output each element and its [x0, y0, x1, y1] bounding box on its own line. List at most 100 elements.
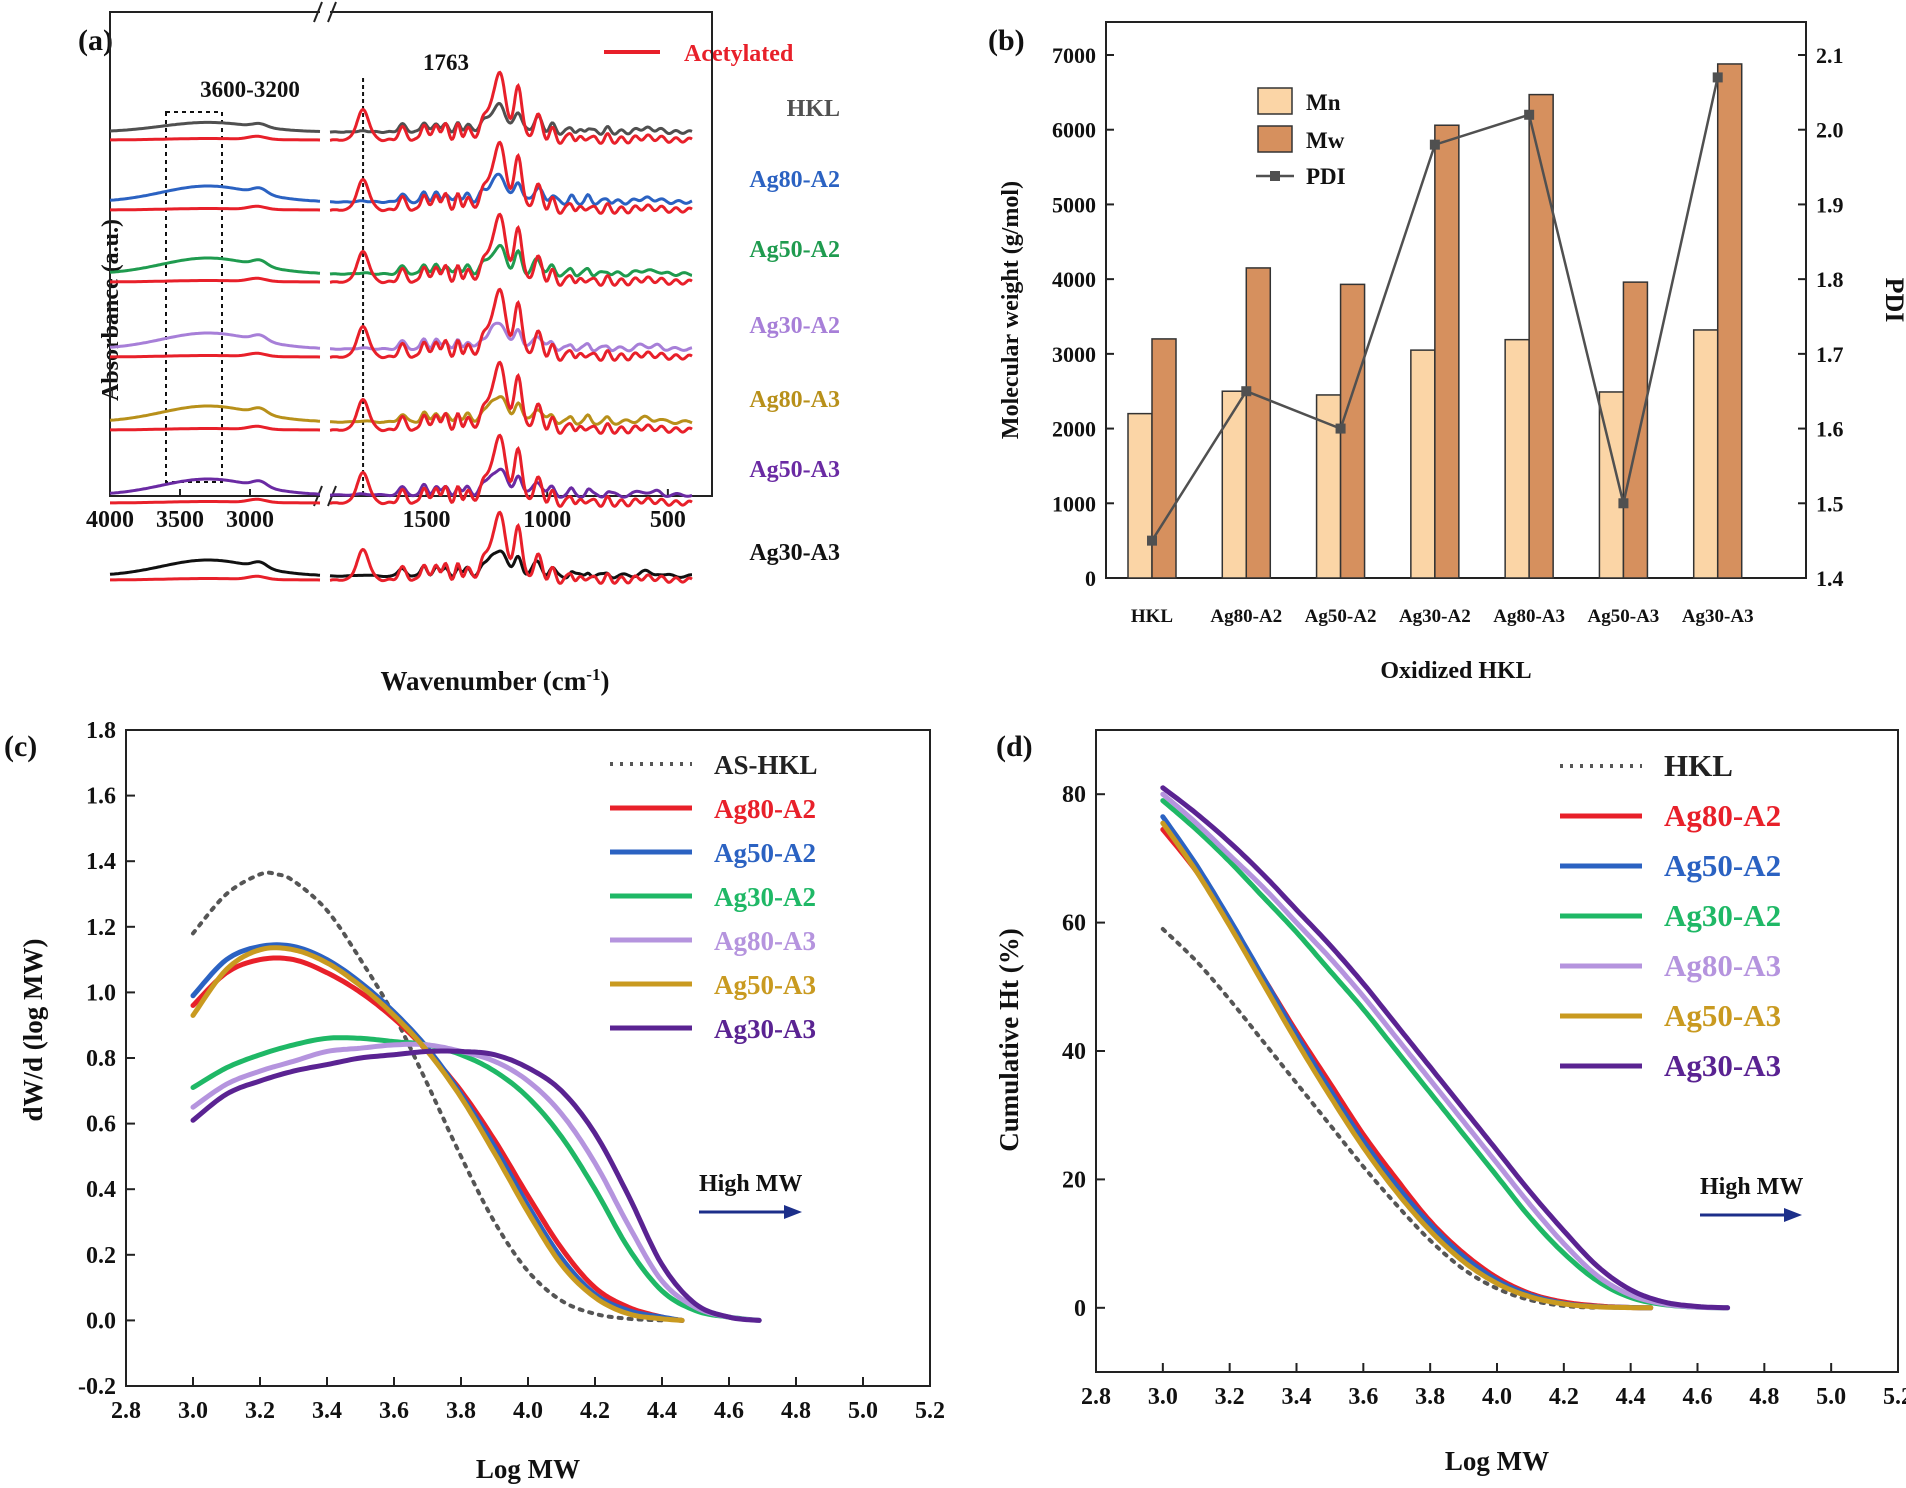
bar-mw-ag80-a2 [1245, 267, 1272, 579]
y-tick-label: 6000 [1052, 118, 1096, 143]
spectrum-ag50-a2 [329, 243, 693, 278]
series-line-ag80-a2 [190, 955, 685, 1323]
x-tick-label: 4.4 [647, 1398, 677, 1424]
y-tick-label: 1.0 [86, 980, 116, 1006]
panel-c-mw-distribution: (c) High MW 2.8 3.0 3.2 3.4 3.6 3.8 4.0 4.2 4.4 4… [4, 718, 945, 1484]
y-right-tick-label: 1.6 [1816, 417, 1844, 442]
y-tick-label: 7000 [1052, 43, 1096, 68]
panel-c-arrow-head-icon [784, 1205, 802, 1219]
panel-a-box-label: 3600-3200 [200, 77, 300, 102]
panel-c-ylabel: dW/d (log MW) [18, 938, 48, 1121]
x-tick-label-ag30-a2: Ag30-A2 [1399, 606, 1471, 627]
x-tick-label: 3.8 [1415, 1384, 1445, 1410]
x-tick-label: 3000 [226, 507, 274, 533]
acetylated-oh-ag50-a3 [110, 497, 321, 505]
x-tick-label-ag80-a3: Ag80-A3 [1493, 606, 1565, 627]
legend-pdi-marker [1270, 171, 1280, 181]
x-tick-label: 4.2 [1549, 1384, 1579, 1410]
x-tick-label-hkl: HKL [1131, 606, 1173, 627]
acetylated-oh-ag80-a3 [110, 424, 321, 432]
series-line-ag50-a3 [1160, 820, 1654, 1311]
series-label-ag30-a2: Ag30-A2 [749, 313, 840, 339]
spectrum-ag30-a3 [329, 549, 692, 580]
legend-acetylated-label: Acetylated [684, 41, 794, 67]
legend-label-ag80-a3: Ag80-A3 [1664, 948, 1781, 983]
panel-d-cumulative: (d) High MW 2.8 3.0 3.2 3.4 3.6 3.8 4.0 4.2 4.4 4… [994, 729, 1906, 1476]
x-tick-label-ag30-a3: Ag30-A3 [1682, 606, 1754, 627]
y-tick-label: 0.2 [86, 1243, 116, 1269]
bar-mw-ag30-a2 [1434, 124, 1460, 579]
x-tick-label: 4.6 [1683, 1384, 1713, 1410]
series-line-ag30-a3 [1160, 785, 1731, 1311]
x-tick-label: 4.6 [714, 1398, 744, 1424]
spectrum-oh-ag50-a3 [109, 477, 321, 496]
panel-d-arrow-head-icon [1784, 1208, 1802, 1222]
pdi-point-ag30-a2 [1429, 139, 1440, 150]
x-tick-label: 4.4 [1616, 1384, 1646, 1410]
spectrum-ag80-a3 [330, 395, 693, 426]
panel-c-arrow-label: High MW [699, 1171, 802, 1197]
series-label-ag50-a3: Ag50-A3 [749, 457, 840, 483]
bar-mw-ag50-a3 [1622, 281, 1649, 579]
axis-break-gap [320, 488, 330, 504]
x-tick-label: 3.6 [379, 1398, 409, 1424]
acetylated-ag50-a3 [329, 433, 693, 508]
bar-mn-ag30-a3 [1692, 329, 1719, 579]
y-right-tick-label: 1.8 [1816, 267, 1844, 292]
legend-label-ag50-a2: Ag50-A2 [714, 838, 816, 868]
x-tick-label: 3.2 [1215, 1384, 1245, 1410]
bar-mw-ag50-a2 [1339, 283, 1366, 579]
y-tick-label: 1.2 [86, 915, 116, 941]
x-tick-label: 3.0 [1148, 1384, 1178, 1410]
y-tick-label: 60 [1062, 911, 1086, 937]
y-tick-label: 5000 [1052, 192, 1096, 217]
y-tick-label: 0 [1085, 566, 1096, 591]
series-label-ag80-a2: Ag80-A2 [749, 167, 840, 193]
panel-c-xlabel: Log MW [476, 1454, 580, 1484]
y-tick-label: 1000 [1052, 491, 1096, 516]
acetylated-ag80-a3 [329, 360, 693, 435]
series-label-ag80-a3: Ag80-A3 [749, 387, 840, 413]
acetylated-oh-ag30-a2 [110, 351, 321, 359]
legend-label-ag50-a3: Ag50-A3 [714, 970, 816, 1000]
acetylated-oh-hkl [110, 134, 321, 142]
y-tick-label: 0.4 [86, 1177, 116, 1203]
bar-mn-ag80-a2 [1221, 390, 1248, 579]
x-tick-label: 3.4 [312, 1398, 342, 1424]
acetylated-ag50-a2 [329, 212, 693, 287]
spectrum-ag30-a2 [330, 321, 693, 353]
y-tick-label: 4000 [1052, 267, 1096, 292]
legend-mw-label: Mw [1306, 128, 1345, 153]
spectrum-ag50-a3 [330, 467, 693, 499]
spectrum-oh-ag50-a2 [109, 256, 321, 275]
x-tick-label: 5.0 [1816, 1384, 1846, 1410]
y-tick-label: 1.4 [86, 849, 116, 875]
axis-break-mark [313, 1, 323, 23]
legend-label-ag80-a2: Ag80-A2 [1664, 798, 1781, 833]
x-tick-label: 4000 [86, 507, 134, 533]
acetylated-hkl [329, 70, 693, 145]
panel-a-ftir: (a) Absorbance (a.u.) Wavenumber (cm-1) … [78, 1, 840, 696]
x-tick-label: 4.0 [1482, 1384, 1512, 1410]
bar-mw-ag30-a3 [1716, 63, 1743, 579]
panel-b-label: (b) [988, 24, 1025, 57]
y-tick-label: -0.2 [78, 1374, 116, 1400]
panel-d-label: (d) [996, 730, 1033, 763]
y-tick-label: 0.6 [86, 1112, 116, 1138]
acetylated-ag30-a2 [329, 287, 693, 362]
x-tick-label-ag50-a2: Ag50-A2 [1305, 606, 1377, 627]
y-tick-label: 0 [1074, 1296, 1086, 1322]
x-tick-label: 2.8 [111, 1398, 141, 1424]
panel-a-peak-label: 1763 [423, 50, 469, 75]
bar-mw-ag80-a3 [1528, 93, 1554, 579]
y-right-tick-label: 1.9 [1816, 192, 1844, 217]
legend-label-hkl: HKL [1664, 748, 1733, 783]
pdi-point-ag80-a3 [1524, 109, 1535, 120]
series-line-ag30-a2 [1160, 798, 1731, 1311]
panel-b-ylabel: Molecular weight (g/mol) [998, 181, 1024, 439]
y-tick-label: 40 [1062, 1039, 1086, 1065]
spectrum-oh-ag80-a3 [109, 404, 321, 423]
x-tick-label: 4.2 [580, 1398, 610, 1424]
x-tick-label: 5.2 [915, 1398, 945, 1424]
panel-b-ylabel-right: PDI [1880, 278, 1906, 323]
